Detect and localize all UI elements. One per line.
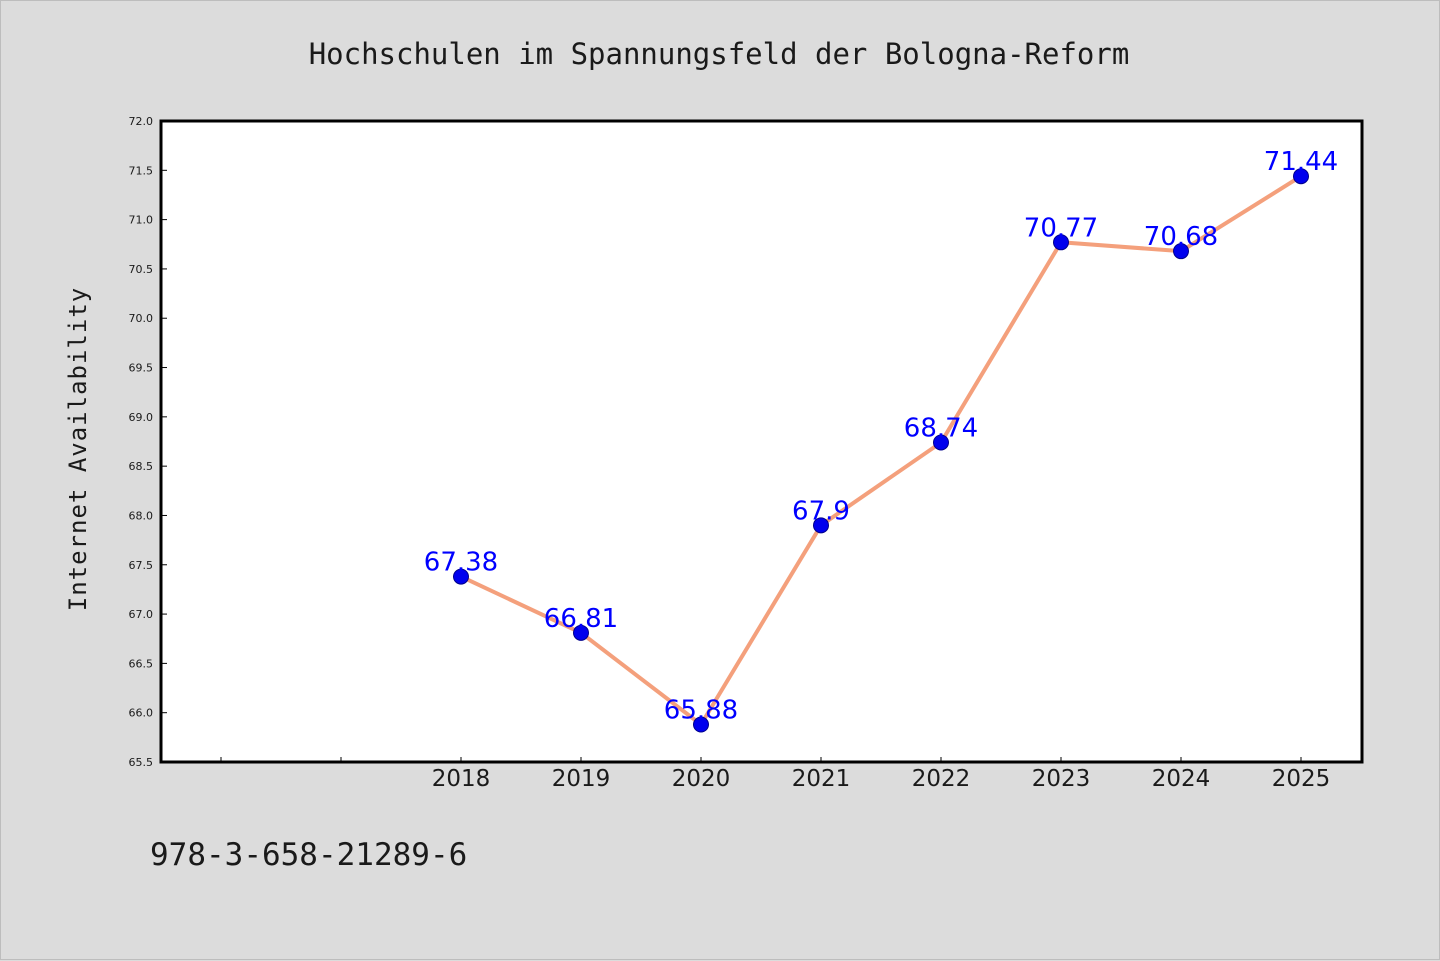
data-point-marker: [1053, 234, 1069, 251]
data-point-marker: [1293, 168, 1309, 185]
y-tick-label: 69.5: [129, 362, 154, 375]
chart-title: Hochschulen im Spannungsfeld der Bologna…: [309, 37, 1130, 71]
marker-layer: [453, 168, 1309, 733]
y-tick-label: 70.5: [129, 263, 154, 276]
data-label: 70.68: [1144, 222, 1218, 252]
series-layer: [459, 174, 1303, 727]
x-tick-label: 2025: [1272, 766, 1331, 792]
data-point-marker: [813, 517, 829, 534]
data-point-marker: [693, 716, 709, 733]
y-tick-label: 67.0: [129, 608, 154, 621]
y-tick-label: 69.0: [129, 411, 154, 424]
data-label: 65.88: [664, 696, 738, 726]
y-axis-label: Internet Availability: [64, 287, 92, 611]
x-axis-ticks: 2018 2019 2020 2021 2022 2023 2024 2025: [220, 757, 1331, 792]
footer-isbn: 978-3-658-21289-6: [150, 837, 467, 873]
y-tick-label: 68.5: [129, 460, 154, 473]
data-point-marker: [1173, 243, 1189, 260]
y-tick-label: 72.0: [129, 115, 154, 128]
y-tick-label: 66.0: [129, 707, 154, 720]
data-point-marker: [933, 434, 949, 451]
data-point-marker: [453, 568, 469, 585]
x-tick-label: 2020: [672, 766, 731, 792]
x-tick-label: 2021: [792, 766, 851, 792]
y-tick-label: 71.0: [129, 214, 154, 227]
data-label: 66.81: [544, 604, 618, 634]
series-line: [459, 174, 1303, 727]
x-tick-label: 2022: [912, 766, 971, 792]
x-tick-label: 2019: [552, 766, 611, 792]
data-label: 70.77: [1024, 213, 1098, 243]
y-tick-label: 70.0: [129, 312, 154, 325]
x-tick-label: 2023: [1032, 766, 1091, 792]
data-label: 68.74: [904, 413, 978, 443]
plot-area: [159, 119, 1364, 764]
y-axis-ticks: 65.5 66.0 66.5 67.0 67.5 68.0 68.5 69.0 69.5 70.0…: [129, 115, 167, 769]
y-tick-label: 66.5: [129, 657, 154, 670]
data-label: 67.9: [792, 496, 850, 526]
data-point-marker: [573, 624, 589, 641]
data-label-layer: 67.38 66.81 65.88 67.9 68.74 70.77 70.68 71.44: [424, 147, 1338, 725]
y-tick-label: 68.0: [129, 509, 154, 522]
data-label: 71.44: [1264, 147, 1338, 177]
y-tick-label: 71.5: [129, 164, 154, 177]
x-tick-label: 2024: [1152, 766, 1211, 792]
y-tick-label: 67.5: [129, 559, 154, 572]
data-label: 67.38: [424, 548, 498, 578]
x-tick-label: 2018: [432, 766, 491, 792]
y-tick-label: 65.5: [129, 756, 154, 769]
